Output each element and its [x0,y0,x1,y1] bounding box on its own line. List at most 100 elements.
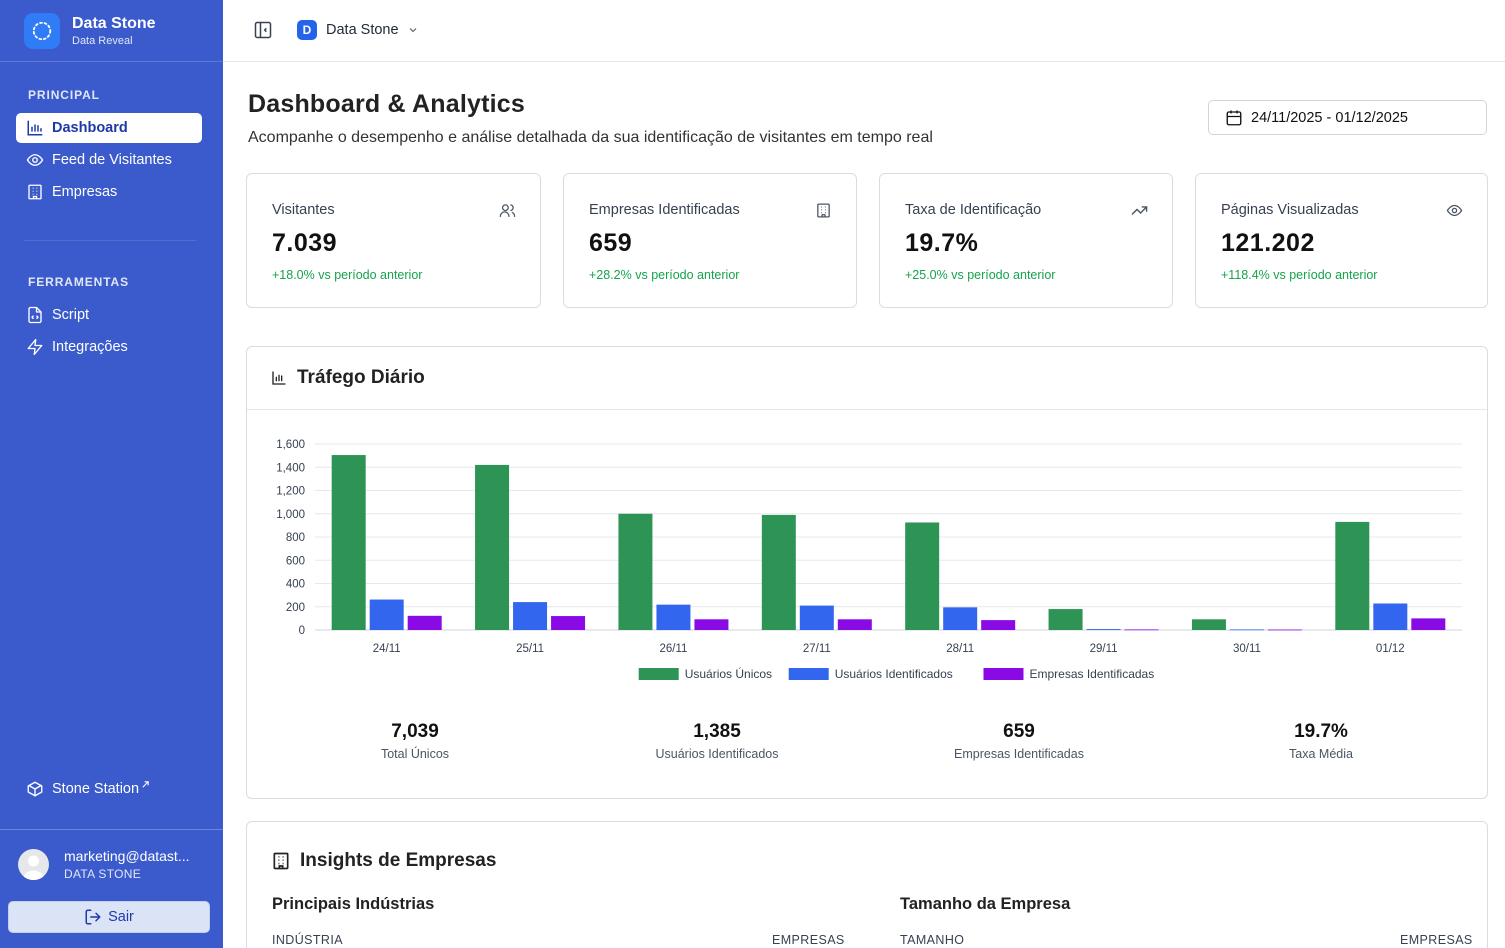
summary-label: Usuários Identificados [655,747,779,761]
summary-label: Total Únicos [380,747,450,761]
nav-section-ferramentas: FERRAMENTAS [28,275,130,289]
legend-label: Usuários Identificados [835,667,953,681]
y-tick-label: 0 [299,625,305,637]
bar [1373,603,1408,630]
brand-subtitle: Data Reveal [72,35,133,47]
sidebar-item-label: Integrações [52,339,128,355]
legend-swatch [983,668,1024,680]
summary-total-unicos: 7,039 Total Únicos [315,721,515,761]
sidebar: Data Stone Data Reveal PRINCIPAL Dashboa… [0,0,223,948]
summary-usuarios-identificados: 1,385 Usuários Identificados [617,721,817,761]
industries-title: Principais Indústrias [272,895,435,913]
trending-up-icon [1131,206,1148,215]
summary-value: 1,385 [693,721,741,742]
industries-col-industria: INDÚSTRIA [272,933,343,947]
x-tick-label: 24/11 [373,643,401,655]
summary-value: 19.7% [1294,721,1348,742]
building-icon [817,203,830,218]
nav-section-principal: PRINCIPAL [28,88,100,102]
stat-delta: +25.0% vs período anterior [905,268,1056,282]
building-icon [273,852,289,870]
code-file-icon [28,306,42,324]
sidebar-item-label: Dashboard [52,120,128,136]
topbar: D Data Stone [223,0,1505,62]
avatar [18,849,49,880]
y-tick-label: 200 [286,602,305,614]
user-org: DATA STONE [64,867,142,881]
summary-value: 7,039 [391,721,439,742]
date-range-picker[interactable]: 24/11/2025 - 01/12/2025 [1208,100,1487,135]
traffic-panel: Tráfego Diário 0 200 400 600 800 1,000 1,200 1,… [246,346,1488,799]
bar [694,619,729,630]
x-tick-label: 25/11 [516,643,544,655]
traffic-panel-title: Tráfego Diário [297,367,425,388]
stat-delta: +18.0% vs período anterior [272,268,423,282]
logout-icon [85,909,101,925]
stat-delta: +118.4% vs período anterior [1221,268,1378,282]
bar [618,513,653,630]
workspace-selector[interactable]: D Data Stone [297,20,419,40]
x-tick-label: 01/12 [1376,643,1405,655]
size-col-empresas: EMPRESAS [1400,933,1473,947]
y-tick-label: 400 [286,579,305,591]
size-col-tamanho: TAMANHO [900,933,965,947]
bar [943,607,978,630]
y-tick-label: 600 [286,555,305,567]
collapse-sidebar-button[interactable] [253,20,273,40]
stat-card-paginas: Páginas Visualizadas 121.202 +118.4% vs … [1195,173,1488,308]
sidebar-item-script[interactable]: Script [16,300,202,330]
bar [1229,629,1264,631]
building-icon [28,184,42,200]
y-tick-label: 1,000 [276,509,305,521]
bar [369,599,404,630]
stat-card-empresas: Empresas Identificadas 659 +28.2% vs per… [563,173,857,308]
insights-panel: Insights de Empresas Principais Indústri… [246,821,1488,948]
legend-label: Empresas Identificadas [1030,667,1155,681]
page-title: Dashboard & Analytics [248,90,525,118]
sidebar-item-label: Stone Station [52,781,140,797]
bar [475,464,510,630]
logout-label: Sair [108,909,134,925]
sidebar-item-dashboard[interactable]: Dashboard [16,113,202,143]
stat-label: Empresas Identificadas [589,202,740,218]
stat-value: 19.7% [905,229,979,257]
summary-label: Taxa Média [1289,747,1353,761]
bar [1048,609,1083,630]
sidebar-item-stone-station[interactable]: Stone Station [16,774,202,804]
x-tick-label: 30/11 [1233,643,1261,655]
lightning-icon [27,338,43,356]
workspace-name: Data Stone [326,22,399,38]
sidebar-item-label: Script [52,307,90,323]
x-tick-label: 27/11 [803,643,831,655]
external-link-icon [142,780,149,788]
bar [799,605,834,630]
stat-label: Taxa de Identificação [905,202,1042,218]
sidebar-item-empresas[interactable]: Empresas [16,177,202,207]
y-tick-label: 1,200 [276,486,305,498]
brand[interactable]: Data Stone Data Reveal [0,0,223,62]
stat-value: 121.202 [1221,229,1315,257]
brand-logo-icon [24,12,60,49]
sidebar-item-feed-visitantes[interactable]: Feed de Visitantes [16,145,202,175]
logout-button[interactable]: Sair [8,901,210,933]
x-tick-label: 28/11 [946,643,974,655]
y-tick-label: 800 [286,532,305,544]
cube-icon [27,781,43,797]
user-avatar-icon [23,855,44,880]
chevron-down-icon [409,28,417,33]
sidebar-item-integracoes[interactable]: Integrações [16,332,202,362]
legend-label: Usuários Únicos [685,666,772,681]
industries-col-empresas: EMPRESAS [772,933,845,947]
stat-delta: +28.2% vs período anterior [589,268,740,282]
sidebar-divider [0,829,223,830]
page-subtitle: Acompanhe o desempenho e análise detalha… [248,129,933,146]
summary-value: 659 [1003,721,1035,742]
stat-value: 7.039 [272,229,338,257]
calendar-icon [1226,110,1242,125]
bar [837,619,872,630]
legend-swatch [638,668,679,680]
brand-name: Data Stone [72,15,156,32]
bar-chart-icon [272,371,286,385]
user-profile[interactable]: marketing@datast... DATA STONE [18,848,190,881]
date-range-value: 24/11/2025 - 01/12/2025 [1251,109,1408,126]
